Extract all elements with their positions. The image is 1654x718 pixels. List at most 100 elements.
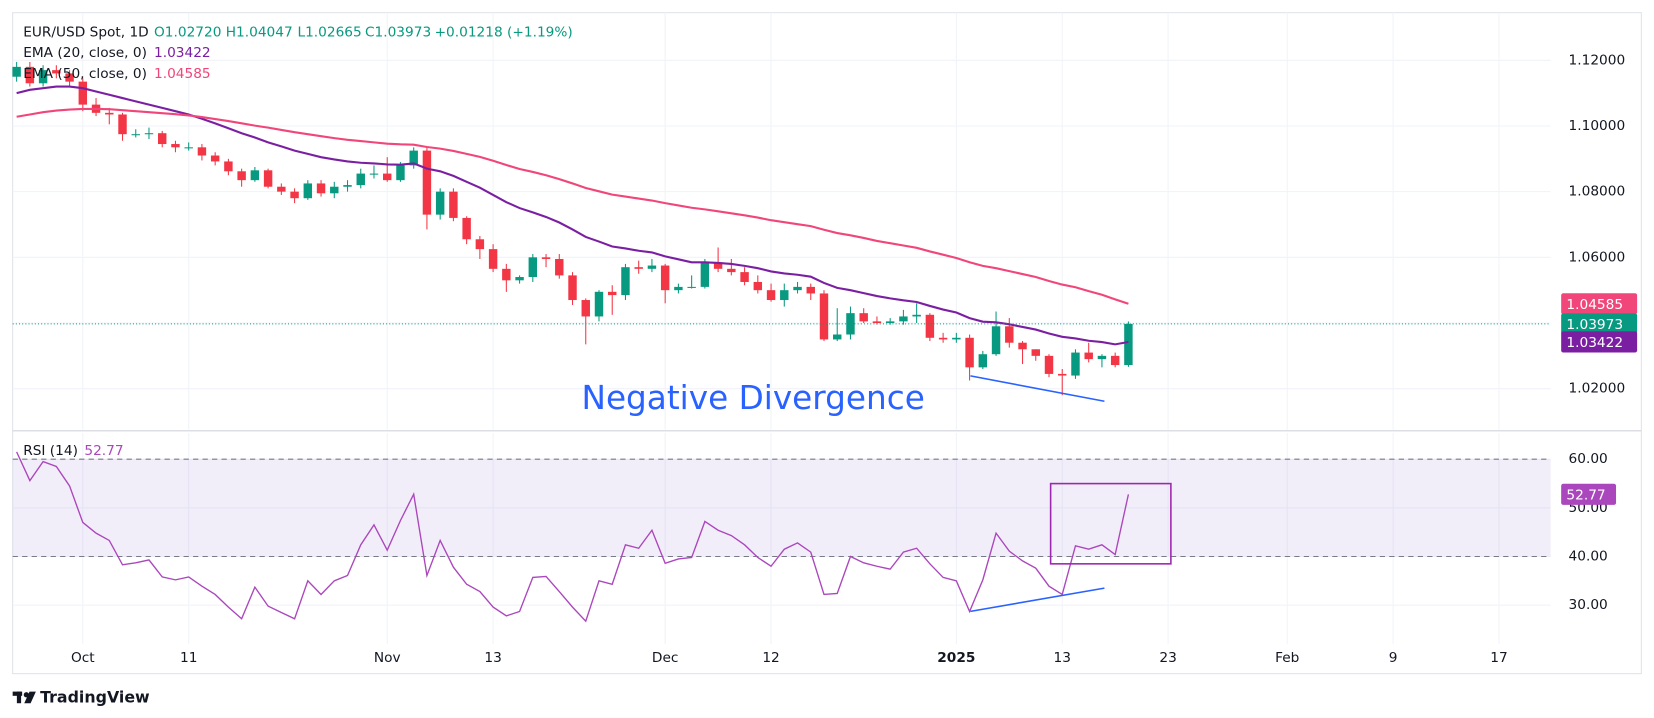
candle-body <box>885 321 895 324</box>
marks <box>12 61 1551 623</box>
low: L1.02665 <box>297 25 361 41</box>
candle-body <box>25 66 35 84</box>
price-box-label: 1.03422 <box>1566 335 1623 351</box>
x-tick-label: Nov <box>374 650 401 666</box>
candle-body <box>343 185 352 187</box>
y-tick-label: 1.06000 <box>1569 249 1626 265</box>
candle-body <box>502 268 511 281</box>
candle-body <box>780 290 789 301</box>
candle-body <box>158 133 167 145</box>
candle-body <box>488 249 498 269</box>
candle-body <box>38 70 48 84</box>
candle-body <box>210 155 220 162</box>
candle-body <box>1110 355 1120 366</box>
candle-body <box>105 112 114 115</box>
price-box <box>1561 331 1638 353</box>
candle-body <box>793 286 802 291</box>
candle-body <box>1005 326 1014 343</box>
candle-body <box>475 239 485 250</box>
candle-body <box>250 170 260 181</box>
candle-body <box>316 183 326 194</box>
candle-body <box>819 293 829 340</box>
symbol: EUR/USD Spot, 1D <box>23 25 149 41</box>
candle-body <box>303 183 313 199</box>
candle-body <box>52 70 61 74</box>
candle-body <box>753 281 763 291</box>
ema-line <box>16 85 1129 346</box>
highlight-box <box>1049 482 1172 565</box>
candle-body <box>660 265 670 291</box>
x-tick-label: 13 <box>1054 650 1071 666</box>
x-tick-label: 23 <box>1159 650 1176 666</box>
x-tick-label: 12 <box>762 650 779 666</box>
y-tick-label: 40.00 <box>1569 548 1608 564</box>
candle-body <box>991 326 1001 355</box>
candle-body <box>833 334 842 340</box>
y-tick-label: 1.12000 <box>1569 52 1626 68</box>
price-box-label: 1.03973 <box>1566 317 1623 333</box>
y-tick-label: 1.02000 <box>1569 381 1626 397</box>
candle-body <box>1018 342 1027 350</box>
rsi-band <box>12 459 1551 557</box>
candle-body <box>290 191 299 199</box>
frame <box>12 12 1642 675</box>
candle-body <box>330 186 339 194</box>
candle-body <box>859 313 868 322</box>
candle-body <box>224 161 233 172</box>
y-tick-label: 30.00 <box>1569 597 1608 613</box>
candle-body <box>1084 352 1093 360</box>
candle-body <box>515 277 524 281</box>
candle-body <box>1044 355 1054 374</box>
candle-body <box>396 165 405 181</box>
footer-brand: TradingView <box>40 687 150 706</box>
y-tick-label: 60.00 <box>1569 451 1608 467</box>
close: C1.03973 <box>365 25 431 41</box>
candle-body <box>131 134 140 136</box>
candle-body <box>78 81 88 105</box>
x-tick-label: 11 <box>180 650 197 666</box>
price-trendline <box>970 375 1105 403</box>
candle-body <box>647 265 657 269</box>
change: +0.01218 (+1.19%) <box>435 25 573 41</box>
candle-body <box>965 337 974 368</box>
logo <box>12 691 36 704</box>
candle-body <box>1071 352 1080 376</box>
rsi-box <box>1561 483 1617 505</box>
candle-body <box>197 147 207 156</box>
candle-body <box>978 354 988 368</box>
candle-body <box>594 291 604 317</box>
candle-body <box>1031 349 1040 356</box>
legend-name: EMA (50, close, 0) <box>23 66 147 82</box>
candle-body <box>237 171 246 181</box>
x-tick-label: 17 <box>1490 650 1507 666</box>
ema-line <box>16 107 1129 305</box>
candle-body <box>925 314 935 338</box>
candle-body <box>555 258 564 276</box>
candle-body <box>568 275 577 301</box>
candle-body <box>1058 373 1067 376</box>
high: H1.04047 <box>226 25 293 41</box>
candle-body <box>118 114 127 135</box>
y-tick-label: 1.08000 <box>1569 184 1626 200</box>
x-tick-label: 2025 <box>937 650 975 666</box>
candle-body <box>687 286 696 288</box>
rsi-line <box>16 451 1130 623</box>
candle-body <box>674 286 683 291</box>
candle-body <box>184 147 193 149</box>
candle-body <box>65 73 74 82</box>
candle-body <box>409 150 418 166</box>
candle-body <box>1097 355 1107 360</box>
candle-body <box>12 66 21 77</box>
candle-body <box>806 286 815 294</box>
candle-body <box>422 150 432 215</box>
overlay: 1.04585 1.03973 1.03422 52.77 <box>1561 293 1638 505</box>
candle-body <box>634 267 643 269</box>
price-box <box>1561 313 1638 335</box>
legend-value: 1.03422 <box>154 45 211 61</box>
candle-body <box>435 191 445 215</box>
price-box-label: 1.04585 <box>1566 297 1623 313</box>
candle-body <box>541 257 551 259</box>
candle-body <box>1124 323 1133 366</box>
